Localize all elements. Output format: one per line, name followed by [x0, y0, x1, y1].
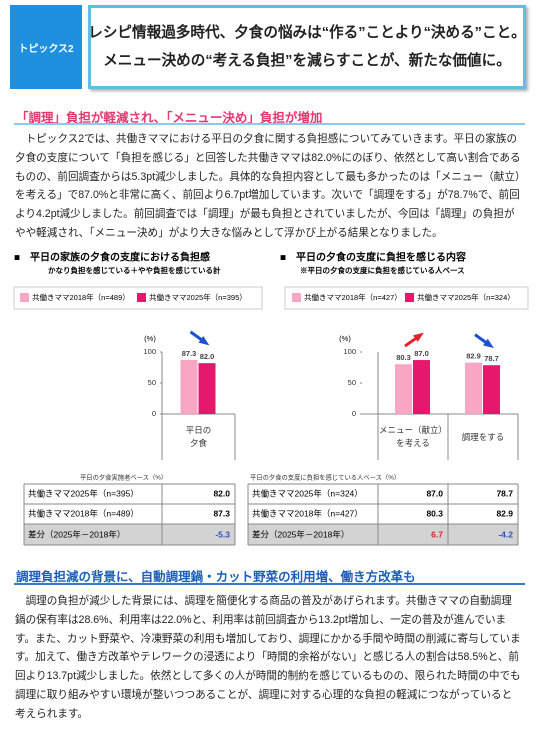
table-note: 平日の夕食の支度に負担を感じている人ベース（%）	[250, 473, 400, 482]
category-label: 平日の夕食	[185, 425, 212, 448]
bar	[198, 363, 216, 414]
chart-subtitle: ※平日の夕食の支度に負担を感じている人ベース	[300, 265, 465, 275]
y-axis-label: (%)	[144, 334, 156, 343]
table-value: 82.9	[496, 508, 513, 518]
legend-label: 共働きママ2018年（n=427）	[304, 292, 402, 302]
value-label: 80.3	[396, 353, 411, 362]
bar	[483, 365, 500, 414]
section-heading: 「調理」負担が軽減され、「メニュー決め」負担が増加	[16, 111, 323, 125]
trend-arrow-head	[413, 332, 424, 342]
chart-title: ■ 平日の夕食の支度に負担を感じる内容	[280, 251, 466, 264]
diff-label: 差分（2025年－2018年）	[28, 529, 125, 539]
legend-label: 共働きママ2025年（n=395）	[149, 292, 247, 302]
table-value: 78.7	[496, 488, 513, 498]
topic-tag: トピックス2	[10, 5, 82, 89]
chart-title: ■ 平日の家族の夕食の支度における負担感	[14, 251, 210, 264]
legend-label: 共働きママ2018年（n=489）	[32, 292, 130, 302]
bar	[180, 359, 198, 414]
diff-value: 6.7	[431, 529, 443, 539]
category-cell: 平日の夕食	[162, 414, 235, 460]
legend-swatch	[292, 293, 301, 302]
row-label: 共働きママ2018年（n=427）	[252, 508, 363, 518]
diff-row-bg	[24, 524, 235, 545]
paragraph: トピックス2では、共働きママにおける平日の夕食に関する負担感についてみていきます…	[15, 133, 521, 239]
category-cell: メニュー（献立）を考える	[378, 414, 448, 460]
table-value: 80.3	[426, 508, 443, 518]
y-tick-label: 100	[143, 347, 156, 356]
heading-underline	[14, 583, 525, 585]
y-tick-label: 100	[343, 347, 356, 356]
diff-row-bg	[248, 524, 518, 545]
legend-swatch	[20, 293, 29, 302]
category-box: 平日の夕食	[162, 414, 235, 460]
row-label: 共働きママ2018年（n=489）	[28, 508, 139, 518]
legend-swatch	[137, 293, 146, 302]
diff-label: 差分（2025年－2018年）	[252, 529, 349, 539]
chart-subtitle: かなり負担を感じている＋やや負担を感じている計	[48, 265, 221, 275]
table-value: 87.3	[213, 508, 230, 518]
category-label: 調理をする	[461, 431, 505, 442]
table-note: 平日の夕食実施者ベース（%）	[80, 473, 167, 482]
trend-arrow-head	[198, 336, 210, 346]
value-label: 87.3	[182, 349, 197, 358]
diff-value: -4.2	[498, 529, 513, 539]
bar	[413, 360, 430, 414]
heading-underline	[14, 123, 525, 125]
diff-value: -5.3	[215, 529, 230, 539]
y-tick-label: 0	[352, 409, 356, 418]
y-axis-label: (%)	[339, 334, 351, 343]
title-line: レシピ情報過多時代、夕食の悩みは“作る”ことより“決める”こと。	[88, 25, 526, 41]
category-box: メニュー（献立）を考える	[378, 414, 448, 460]
category-label: メニュー（献立）を考える	[378, 425, 447, 448]
title-line: メニュー決めの“考える負担”を減らすことが、新たな価値に。	[103, 53, 511, 69]
title-box: レシピ情報過多時代、夕食の悩みは“作る”ことより“決める”こと。 メニュー決めの…	[88, 5, 526, 89]
paragraph: 調理の負担が減少した背景には、調理を簡便化する商品の普及があげられます。共働きマ…	[15, 595, 521, 720]
legend-swatch	[405, 293, 414, 302]
category-box: 調理をする	[448, 414, 518, 460]
bar	[395, 364, 412, 414]
value-label: 82.9	[466, 352, 481, 361]
y-tick-label: 50	[148, 378, 156, 387]
bar	[465, 362, 482, 414]
value-label: 87.0	[414, 349, 429, 358]
value-label: 82.0	[200, 352, 215, 361]
table-value: 87.0	[426, 488, 443, 498]
y-tick-label: 0	[152, 409, 156, 418]
row-label: 共働きママ2025年（n=395）	[28, 488, 139, 498]
legend-label: 共働きママ2025年（n=324）	[417, 292, 515, 302]
legend-box	[284, 286, 529, 310]
value-label: 78.7	[484, 354, 499, 363]
section-heading: 調理負担減の背景に、自動調理鍋・カット野菜の利用増、働き方改革も	[16, 570, 416, 584]
y-tick-label: 50	[348, 378, 356, 387]
table-value: 82.0	[213, 488, 230, 498]
category-cell: 調理をする	[448, 414, 518, 460]
legend-box	[13, 286, 263, 310]
trend-arrow-head	[483, 338, 494, 349]
row-label: 共働きママ2025年（n=324）	[252, 488, 363, 498]
